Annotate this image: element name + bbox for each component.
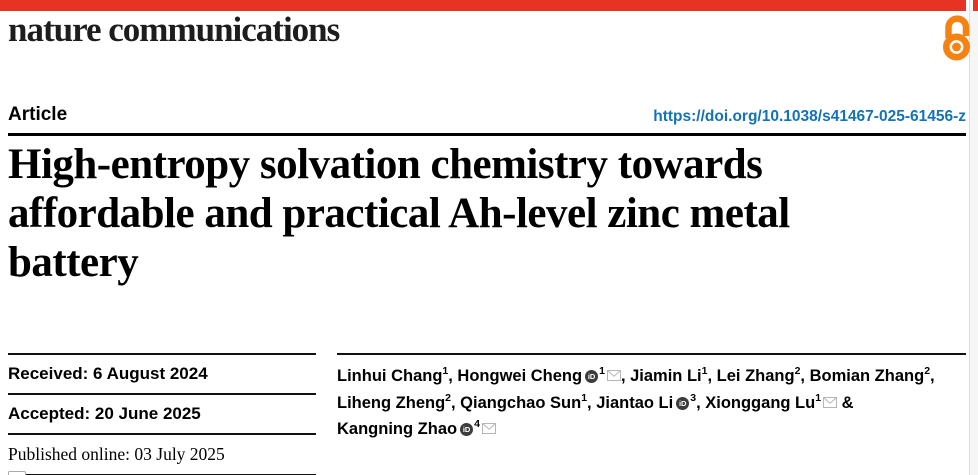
orcid-icon[interactable]: iD (676, 396, 690, 410)
affiliation-superscript: 2 (445, 391, 451, 404)
doi-link[interactable]: https://doi.org/10.1038/s41467-025-61456… (653, 108, 966, 125)
email-envelope-icon[interactable] (823, 390, 838, 417)
orcid-icon[interactable]: iD (585, 370, 599, 383)
affiliation-superscript: 1 (815, 391, 822, 404)
page-right-margin-strip (969, 0, 978, 475)
title-line-3: battery (8, 239, 139, 286)
affiliation-superscript: 4 (474, 418, 480, 430)
author-name: Linhui Chang (337, 367, 443, 385)
open-access-icon[interactable] (941, 12, 972, 61)
affiliation-superscript: 1 (581, 391, 588, 404)
author-name: Liheng Zheng (337, 393, 446, 412)
affiliation-superscript: 3 (690, 391, 697, 404)
author-name: Qiangchao Sun (460, 393, 582, 412)
check-for-updates-badge[interactable] (8, 471, 26, 475)
email-envelope-icon[interactable] (606, 363, 621, 390)
article-title: High-entropy solvation chemistry towards… (8, 140, 960, 287)
author-list: Linhui Chang1, Hongwei Cheng iD 1, Jiamin … (337, 353, 966, 475)
author-name: Xionggang Lu (705, 393, 816, 412)
received-date: Received: 6 August 2024 (8, 353, 316, 393)
affiliation-superscript: 2 (794, 365, 801, 377)
author-name: Bomian Zhang (809, 367, 925, 385)
title-line-1: High-entropy solvation chemistry towards (8, 141, 763, 188)
header-rule (8, 133, 966, 136)
publication-history: Received: 6 August 2024 Accepted: 20 Jun… (8, 353, 316, 475)
author-name: Hongwei Cheng (457, 367, 583, 385)
accepted-date: Accepted: 20 June 2025 (8, 393, 316, 433)
affiliation-superscript: 1 (701, 365, 708, 377)
author-name: Jiamin Li (630, 367, 702, 385)
article-type-label: Article (8, 104, 68, 125)
article-type-row: Article https://doi.org/10.1038/s41467-0… (8, 104, 966, 126)
journal-wordmark[interactable]: nature communications (8, 10, 340, 49)
title-line-2: affordable and practical Ah-level zinc m… (8, 190, 790, 237)
author-name: Jiantao Li (596, 393, 674, 412)
brand-top-bar (0, 0, 966, 11)
author-name: Kangning Zhao (337, 420, 458, 438)
affiliation-superscript: 2 (924, 365, 931, 377)
author-name: Lei Zhang (716, 367, 795, 385)
orcid-icon[interactable]: iD (460, 423, 474, 436)
email-envelope-icon[interactable] (481, 416, 496, 443)
published-date: Published online: 03 July 2025 (8, 433, 316, 475)
affiliation-superscript: 1 (442, 365, 449, 377)
brand-top-bar-edge (973, 0, 978, 11)
affiliation-superscript: 1 (599, 365, 605, 377)
